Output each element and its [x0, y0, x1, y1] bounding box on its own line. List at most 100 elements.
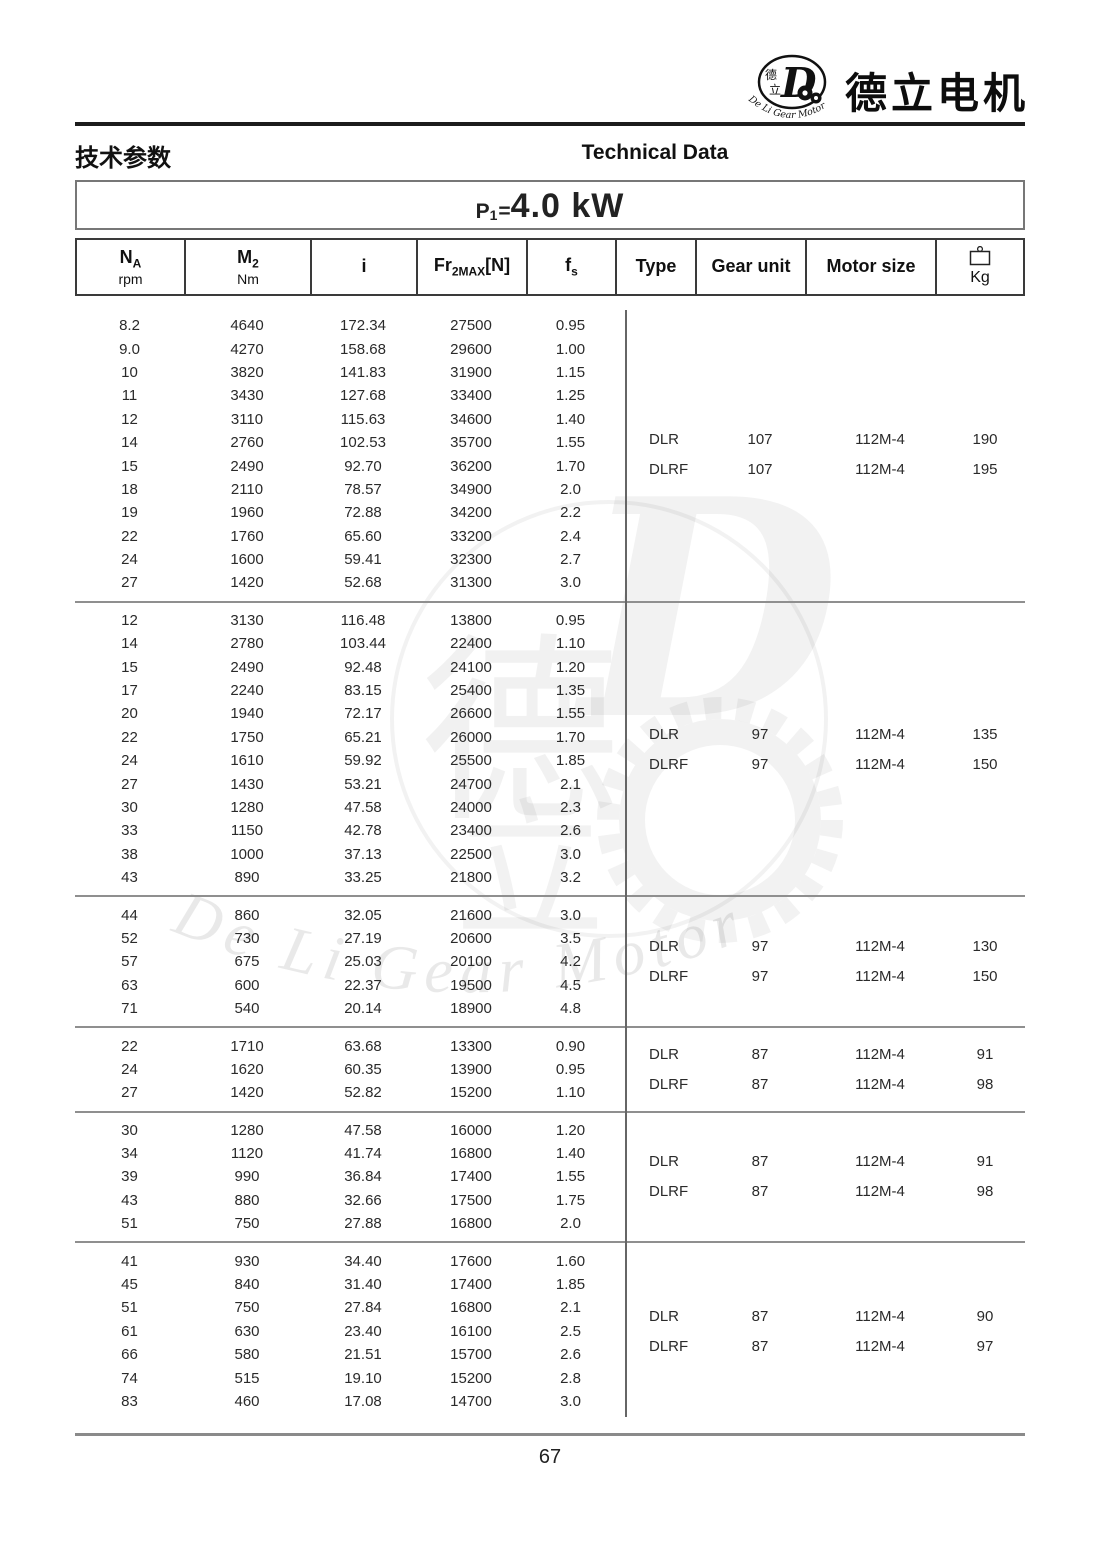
- cell-weight: 135: [972, 725, 998, 743]
- cell-i: 63.68: [344, 1037, 382, 1055]
- type-row: DLRF 97 112M-4 150: [625, 964, 1025, 990]
- cell-m2: 1610: [230, 752, 264, 770]
- cell-weight: 98: [976, 1075, 994, 1093]
- section-rows: 22 1710 63.68 13300 0.90 24 1620 60.35 13900 0.95…: [75, 1034, 625, 1104]
- weight-icon: [969, 246, 991, 266]
- cell-i: 83.15: [344, 682, 382, 700]
- cell-m2: 515: [234, 1369, 260, 1387]
- cell-m2: 3820: [230, 363, 264, 381]
- cell-m2: 2490: [230, 457, 264, 475]
- table-row: 66 580 21.51 15700 2.6: [75, 1343, 625, 1366]
- cell-fs: 2.2: [560, 504, 581, 522]
- table-row: 44 860 32.05 21600 3.0: [75, 903, 625, 926]
- cell-fr2max: 29600: [450, 340, 492, 358]
- cell-m2: 2110: [230, 480, 264, 498]
- cell-fs: 0.95: [555, 1060, 586, 1078]
- cell-i: 20.14: [344, 1000, 382, 1018]
- cell-i: 65.21: [344, 728, 382, 746]
- cell-fs: 1.10: [555, 635, 586, 653]
- cell-type: DLRF: [649, 460, 689, 478]
- table-row: 15 2490 92.70 36200 1.70: [75, 454, 625, 477]
- cell-i: 27.19: [344, 929, 382, 947]
- cell-fr2max: 16000: [450, 1121, 492, 1139]
- cell-motor-size: 112M-4: [855, 968, 905, 986]
- cell-gear-unit: 87: [751, 1183, 769, 1201]
- cell-na: 63: [121, 976, 138, 994]
- cell-na: 43: [121, 869, 138, 887]
- section-rows: 30 1280 47.58 16000 1.20 34 1120 41.74 16800 1.40…: [75, 1119, 625, 1236]
- cell-fr2max: 16800: [450, 1299, 492, 1317]
- cell-fs: 1.15: [555, 363, 586, 381]
- table-row: 22 1710 63.68 13300 0.90: [75, 1034, 625, 1057]
- cell-fr2max: 17400: [450, 1168, 492, 1186]
- cell-fs: 1.55: [555, 1168, 586, 1186]
- cell-fr2max: 23400: [450, 822, 492, 840]
- cell-fs: 3.0: [560, 574, 581, 592]
- column-divider: [625, 310, 627, 1418]
- cell-i: 34.40: [344, 1252, 382, 1270]
- power-subscript: 1: [489, 207, 498, 223]
- cell-m2: 1960: [230, 504, 264, 522]
- cell-fs: 1.85: [555, 1276, 586, 1294]
- cell-i: 36.84: [344, 1168, 382, 1186]
- cell-na: 51: [121, 1299, 138, 1317]
- type-block: DLR 107 112M-4 190 DLRF 107 112M-4 195: [625, 314, 1025, 595]
- brand-name: 德立电机: [845, 69, 1030, 118]
- cell-fs: 2.6: [560, 1346, 581, 1364]
- svg-text:立: 立: [769, 82, 781, 97]
- cell-i: 60.35: [344, 1060, 382, 1078]
- cell-fs: 1.70: [555, 457, 586, 475]
- cell-weight: 150: [972, 755, 998, 773]
- cell-fs: 1.20: [555, 658, 586, 676]
- table-section-2: 12 3130 116.48 13800 0.95 14 2780 103.44 22400 1.…: [75, 603, 1025, 898]
- cell-weight: 91: [976, 1153, 994, 1171]
- cell-fr2max: 26000: [450, 728, 492, 746]
- cell-motor-size: 112M-4: [855, 725, 905, 743]
- cell-fr2max: 25500: [450, 752, 492, 770]
- cell-fs: 1.10: [555, 1084, 586, 1102]
- cell-na: 45: [121, 1276, 138, 1294]
- cell-i: 31.40: [344, 1276, 382, 1294]
- cell-na: 12: [121, 611, 138, 629]
- cell-na: 22: [121, 1037, 138, 1055]
- cell-fr2max: 24100: [450, 658, 492, 676]
- cell-type: DLRF: [649, 1337, 689, 1355]
- table-row: 9.0 4270 158.68 29600 1.00: [75, 337, 625, 360]
- cell-fs: 2.1: [560, 1299, 581, 1317]
- cell-i: 32.66: [344, 1191, 382, 1209]
- cell-fs: 1.70: [555, 728, 586, 746]
- cell-i: 23.40: [344, 1322, 382, 1340]
- cell-gear-unit: 87: [751, 1337, 769, 1355]
- table-body: 8.2 4640 172.34 27500 0.95 9.0 4270 158.68 29600…: [75, 308, 1025, 1419]
- type-block: DLR 97 112M-4 130 DLRF 97 112M-4 150: [625, 903, 1025, 1020]
- cell-fs: 3.2: [560, 869, 581, 887]
- section-title-en: Technical Data: [581, 141, 729, 164]
- cell-fs: 1.00: [555, 340, 586, 358]
- cell-fr2max: 20600: [450, 929, 492, 947]
- cell-na: 71: [121, 1000, 138, 1018]
- cell-m2: 2240: [230, 682, 264, 700]
- cell-motor-size: 112M-4: [855, 938, 905, 956]
- table-section-1: 8.2 4640 172.34 27500 0.95 9.0 4270 158.68 29600…: [75, 308, 1025, 603]
- cell-gear-unit: 97: [751, 725, 769, 743]
- section-rows: 41 930 34.40 17600 1.60 45 840 31.40 17400 1.85 51…: [75, 1249, 625, 1413]
- cell-motor-size: 112M-4: [855, 1153, 905, 1171]
- cell-fs: 1.75: [555, 1191, 586, 1209]
- cell-na: 51: [121, 1215, 138, 1233]
- header-rule: [75, 122, 1025, 126]
- cell-m2: 3110: [230, 410, 264, 428]
- cell-m2: 860: [234, 906, 260, 924]
- cell-fr2max: 21600: [450, 906, 492, 924]
- table-row: 22 1760 65.60 33200 2.4: [75, 525, 625, 548]
- cell-gear-unit: 97: [751, 938, 769, 956]
- table-row: 71 540 20.14 18900 4.8: [75, 997, 625, 1020]
- cell-m2: 580: [234, 1346, 260, 1364]
- cell-fr2max: 14700: [450, 1392, 492, 1410]
- table-row: 27 1420 52.68 31300 3.0: [75, 571, 625, 594]
- cell-fs: 1.55: [555, 705, 586, 723]
- type-row: DLR 87 112M-4 91: [625, 1149, 1025, 1175]
- cell-na: 15: [121, 457, 138, 475]
- cell-m2: 1000: [230, 845, 264, 863]
- cell-gear-unit: 87: [751, 1045, 769, 1063]
